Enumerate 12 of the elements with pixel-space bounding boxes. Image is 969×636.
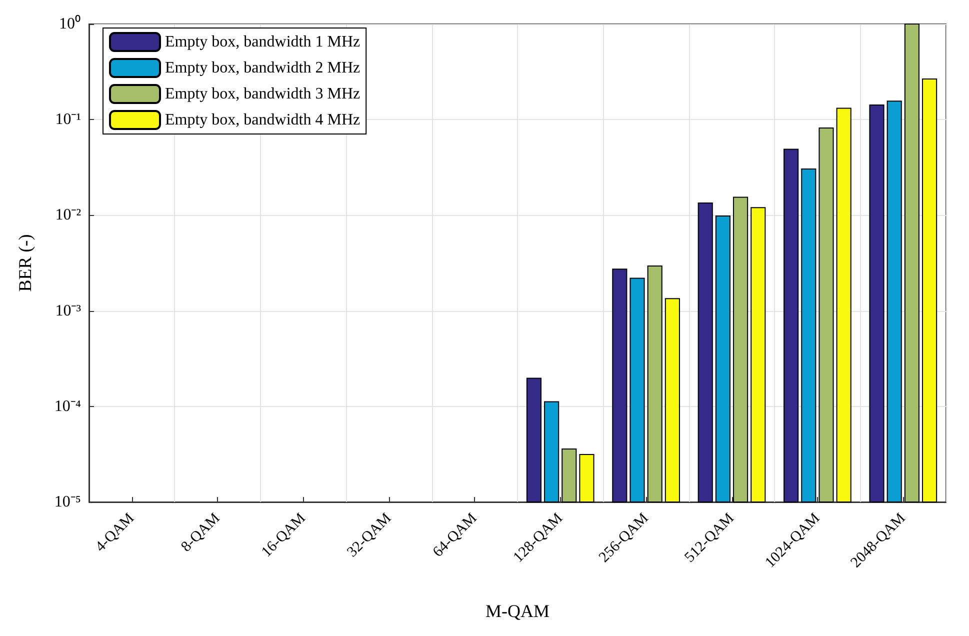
legend-label: Empty box, bandwidth 3 MHz — [165, 86, 360, 102]
y-tick-label: 10⁰ — [59, 14, 81, 32]
y-tick-label: 10⁻⁵ — [54, 494, 81, 510]
y-tick-label: 10⁻² — [55, 206, 82, 224]
legend-label: Empty box, bandwidth 4 MHz — [165, 112, 360, 128]
y-axis-title: BER (-) — [15, 234, 35, 292]
y-tick-label: 10⁻¹ — [55, 111, 82, 128]
y-tick-label: 10⁻³ — [55, 302, 82, 320]
x-axis-title: M-QAM — [485, 601, 550, 621]
y-tick-label: 10⁻⁴ — [54, 398, 82, 415]
legend-label: Empty box, bandwidth 2 MHz — [165, 60, 360, 76]
legend-label: Empty box, bandwidth 1 MHz — [165, 34, 360, 50]
